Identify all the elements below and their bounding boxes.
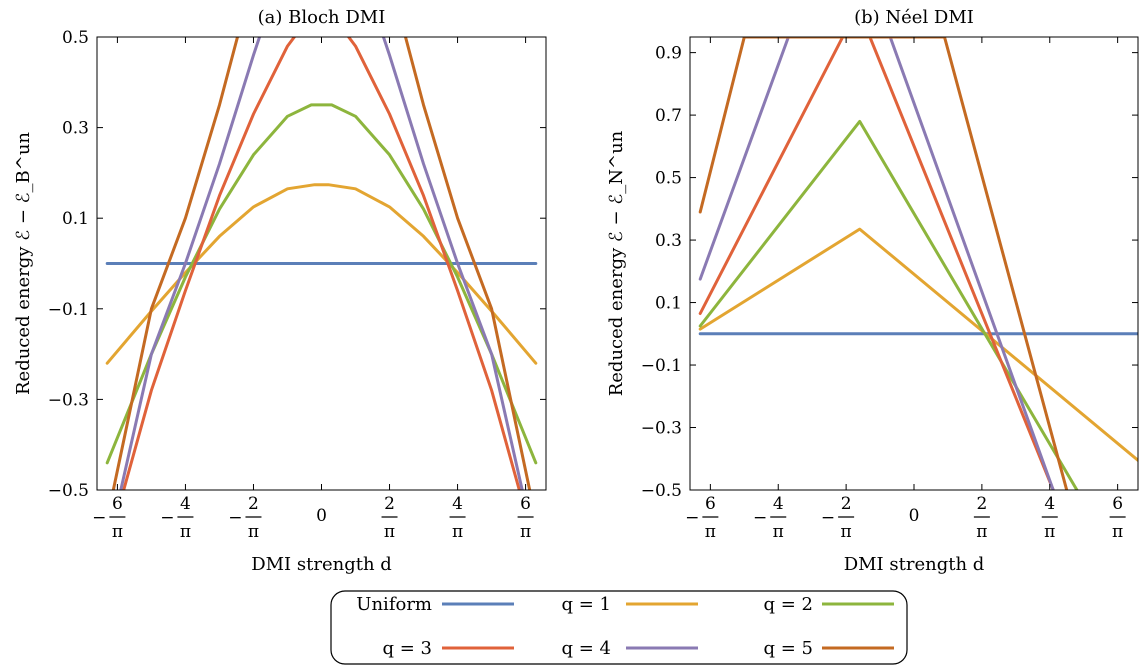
x-tick-sign: − (685, 508, 699, 528)
x-tick-numerator: 6 (520, 494, 531, 514)
x-tick-denominator: π (248, 522, 259, 542)
x-tick-label: 2π (973, 494, 990, 542)
x-tick-denominator: π (1112, 522, 1123, 542)
x-tick-label: 4π (449, 494, 466, 542)
panel-a: −0.5−0.3−0.10.10.30.56π−4π−2π− 02π4π6π(a)… (13, 7, 547, 575)
x-axis-label: DMI strength d (844, 554, 985, 575)
x-tick-label: 4 π− (753, 494, 787, 542)
x-tick-label: 6 π− (685, 494, 719, 542)
series-line-q3 (122, 37, 521, 490)
y-tick-label: 0.5 (655, 169, 682, 189)
x-tick-denominator: π (180, 522, 191, 542)
y-tick-label: 0.3 (62, 119, 89, 139)
series-line-q5 (698, 37, 1069, 490)
y-tick-label: 0.3 (655, 231, 682, 251)
legend-entry: Uniform (356, 594, 514, 615)
legend-label: q = 5 (764, 638, 814, 659)
panel-b: −0.5−0.3−0.10.10.30.50.70.96π−4π−2π− 02π4… (606, 7, 1139, 575)
legend-label: q = 2 (764, 594, 814, 615)
legend-entry: q = 4 (562, 638, 698, 659)
y-tick-label: −0.1 (641, 356, 682, 376)
x-tick-sign: − (753, 508, 767, 528)
x-tick-label: 4π (1041, 494, 1058, 542)
legend-entry: q = 1 (562, 594, 698, 615)
x-tick-denominator: π (112, 522, 123, 542)
legend-label: q = 1 (562, 594, 612, 615)
x-tick-sign: − (228, 508, 242, 528)
legend-entry: q = 2 (764, 594, 894, 615)
series-line-q5 (111, 37, 532, 490)
y-tick-label: 0.1 (655, 294, 682, 314)
legend-entry: q = 3 (383, 638, 514, 659)
x-tick-label: 0 (909, 506, 920, 526)
x-tick-label: 2π (381, 494, 398, 542)
x-tick-label: 6π (1109, 494, 1126, 542)
series-line-q2 (698, 119, 1079, 490)
x-tick-label: 2 π− (228, 494, 262, 542)
series-line-q3 (698, 37, 1055, 490)
x-tick-numerator: 6 (705, 494, 716, 514)
y-axis-label: Reduced energy ℰ − ℰ_B^un (13, 132, 34, 395)
x-tick-sign: − (160, 508, 174, 528)
y-tick-label: 0.1 (62, 209, 89, 229)
x-tick-denominator: π (705, 522, 716, 542)
x-tick-numerator: 4 (1044, 494, 1055, 514)
x-tick-denominator: π (773, 522, 784, 542)
x-tick-numerator: 2 (384, 494, 395, 514)
x-tick-numerator: 6 (1112, 494, 1123, 514)
series-line-q2 (105, 103, 538, 465)
y-tick-label: −0.1 (48, 300, 89, 320)
series-group (105, 37, 538, 490)
series-group (698, 37, 1138, 490)
x-tick-denominator: π (841, 522, 852, 542)
legend-label: q = 4 (562, 638, 612, 659)
x-tick-numerator: 4 (180, 494, 191, 514)
y-tick-label: 0.7 (655, 106, 682, 126)
y-tick-label: −0.3 (48, 390, 89, 410)
legend-label: q = 3 (383, 638, 433, 659)
x-tick-label: 6π (517, 494, 534, 542)
panel-title: (b) Néel DMI (854, 7, 974, 28)
legend-box (330, 590, 908, 665)
x-tick-numerator: 2 (976, 494, 987, 514)
y-tick-label: −0.5 (641, 481, 682, 501)
series-line-q1 (698, 227, 1138, 462)
x-tick-denominator: π (976, 522, 987, 542)
x-tick-sign: − (92, 508, 106, 528)
x-tick-label: 2 π− (821, 494, 855, 542)
legend: Uniform q = 1 q = 2 q = 3 q = 4 q = 5 (330, 590, 908, 665)
y-tick-label: −0.3 (641, 419, 682, 439)
y-tick-label: −0.5 (48, 481, 89, 501)
x-tick-denominator: π (452, 522, 463, 542)
y-tick-label: 0.9 (655, 44, 682, 64)
x-tick-denominator: π (1044, 522, 1055, 542)
x-tick-label: 4 π− (160, 494, 194, 542)
x-tick-denominator: π (384, 522, 395, 542)
series-line-q4 (698, 37, 1055, 490)
y-tick-label: 0.5 (62, 28, 89, 48)
legend-label: Uniform (356, 594, 432, 615)
y-axis-label: Reduced energy ℰ − ℰ_N^un (606, 130, 627, 396)
x-tick-numerator: 4 (452, 494, 463, 514)
x-tick-sign: − (821, 508, 835, 528)
x-tick-text: 0 (316, 506, 327, 526)
x-tick-numerator: 2 (841, 494, 852, 514)
panel-title: (a) Bloch DMI (258, 7, 386, 28)
x-tick-denominator: π (520, 522, 531, 542)
x-tick-text: 0 (909, 506, 920, 526)
x-tick-numerator: 4 (773, 494, 784, 514)
x-tick-numerator: 2 (248, 494, 259, 514)
x-tick-numerator: 6 (112, 494, 123, 514)
x-tick-label: 6 π− (92, 494, 126, 542)
series-line-q4 (119, 37, 524, 490)
x-tick-label: 0 (316, 506, 327, 526)
x-axis-label: DMI strength d (251, 554, 392, 575)
series-line-q1 (105, 183, 538, 365)
legend-entry: q = 5 (764, 638, 894, 659)
